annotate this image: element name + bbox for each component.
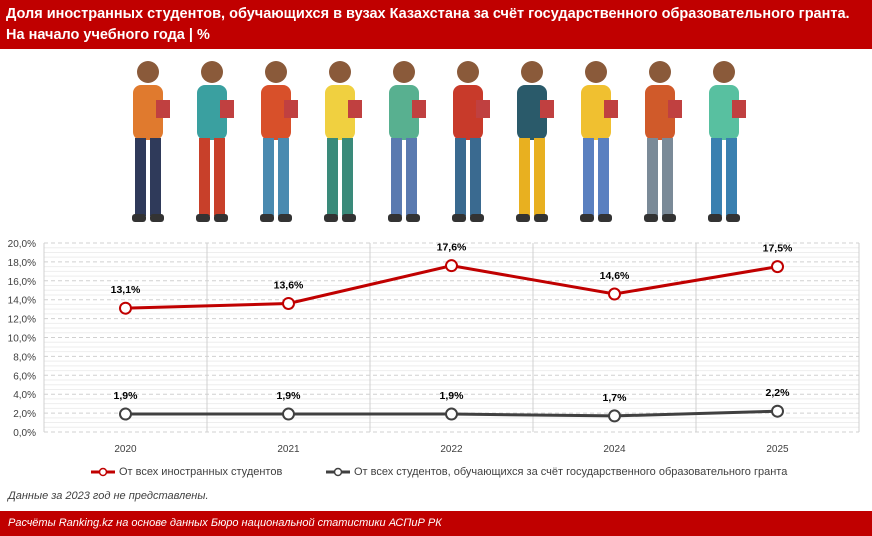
y-tick-label: 10,0% xyxy=(8,334,36,345)
chart-title: Доля иностранных студентов, обучающихся … xyxy=(0,0,872,49)
legend-label: От всех иностранных студентов xyxy=(119,466,283,478)
data-label: 17,6% xyxy=(437,242,467,254)
data-point xyxy=(282,296,295,310)
data-label: 14,6% xyxy=(600,270,630,282)
y-tick-label: 0,0% xyxy=(13,428,36,439)
student-figure xyxy=(708,61,746,222)
student-figure xyxy=(196,61,234,222)
source-footer: Расчёты Ranking.kz на основе данных Бюро… xyxy=(0,511,872,536)
data-point xyxy=(119,407,132,421)
y-tick-label: 18,0% xyxy=(8,258,36,269)
student-figure xyxy=(260,61,298,222)
y-tick-label: 4,0% xyxy=(13,390,36,401)
data-label: 1,9% xyxy=(440,390,465,402)
legend-marker-gray xyxy=(326,467,350,477)
note: Данные за 2023 год не представлены. xyxy=(8,490,209,502)
data-point xyxy=(771,260,784,274)
y-tick-label: 8,0% xyxy=(13,352,36,363)
data-label: 17,5% xyxy=(763,243,793,255)
x-tick-label: 2025 xyxy=(766,444,789,455)
data-point xyxy=(608,287,621,301)
legend-item-foreign: От всех иностранных студентов xyxy=(90,466,282,478)
x-tick-label: 2024 xyxy=(603,444,626,455)
line-chart: 0,0% 2,0% 4,0% 6,0% 8,0% 10,0% 12,0% 14,0% 16,0%… xyxy=(8,239,860,455)
legend-item-grant: От всех студентов, обучающихся за счёт г… xyxy=(325,466,787,478)
y-tick-label: 20,0% xyxy=(8,239,36,250)
student-figure xyxy=(452,61,490,222)
y-tick-label: 12,0% xyxy=(8,315,36,326)
y-tick-label: 14,0% xyxy=(8,296,36,307)
student-figure xyxy=(388,61,426,222)
legend-label: От всех студентов, обучающихся за счёт г… xyxy=(354,466,788,478)
data-point xyxy=(282,407,295,421)
students-illustration xyxy=(132,61,746,222)
x-tick-label: 2020 xyxy=(114,444,137,455)
y-tick-label: 16,0% xyxy=(8,277,36,288)
x-tick-label: 2022 xyxy=(440,444,463,455)
legend-marker-red xyxy=(91,467,115,477)
student-figure xyxy=(644,61,682,222)
student-figure xyxy=(324,61,362,222)
student-figure xyxy=(132,61,170,222)
y-tick-label: 6,0% xyxy=(13,371,36,382)
data-label: 13,1% xyxy=(111,284,141,296)
data-point xyxy=(119,301,132,315)
data-point xyxy=(608,409,621,423)
data-label: 13,6% xyxy=(274,279,304,291)
data-label: 2,2% xyxy=(766,387,791,399)
data-point xyxy=(445,407,458,421)
x-tick-label: 2021 xyxy=(277,444,300,455)
data-label: 1,9% xyxy=(277,390,302,402)
data-point xyxy=(445,259,458,273)
student-figure xyxy=(516,61,554,222)
student-figure xyxy=(580,61,618,222)
y-tick-label: 2,0% xyxy=(13,409,36,420)
data-label: 1,7% xyxy=(603,392,628,404)
data-point xyxy=(771,404,784,418)
data-label: 1,9% xyxy=(114,390,139,402)
